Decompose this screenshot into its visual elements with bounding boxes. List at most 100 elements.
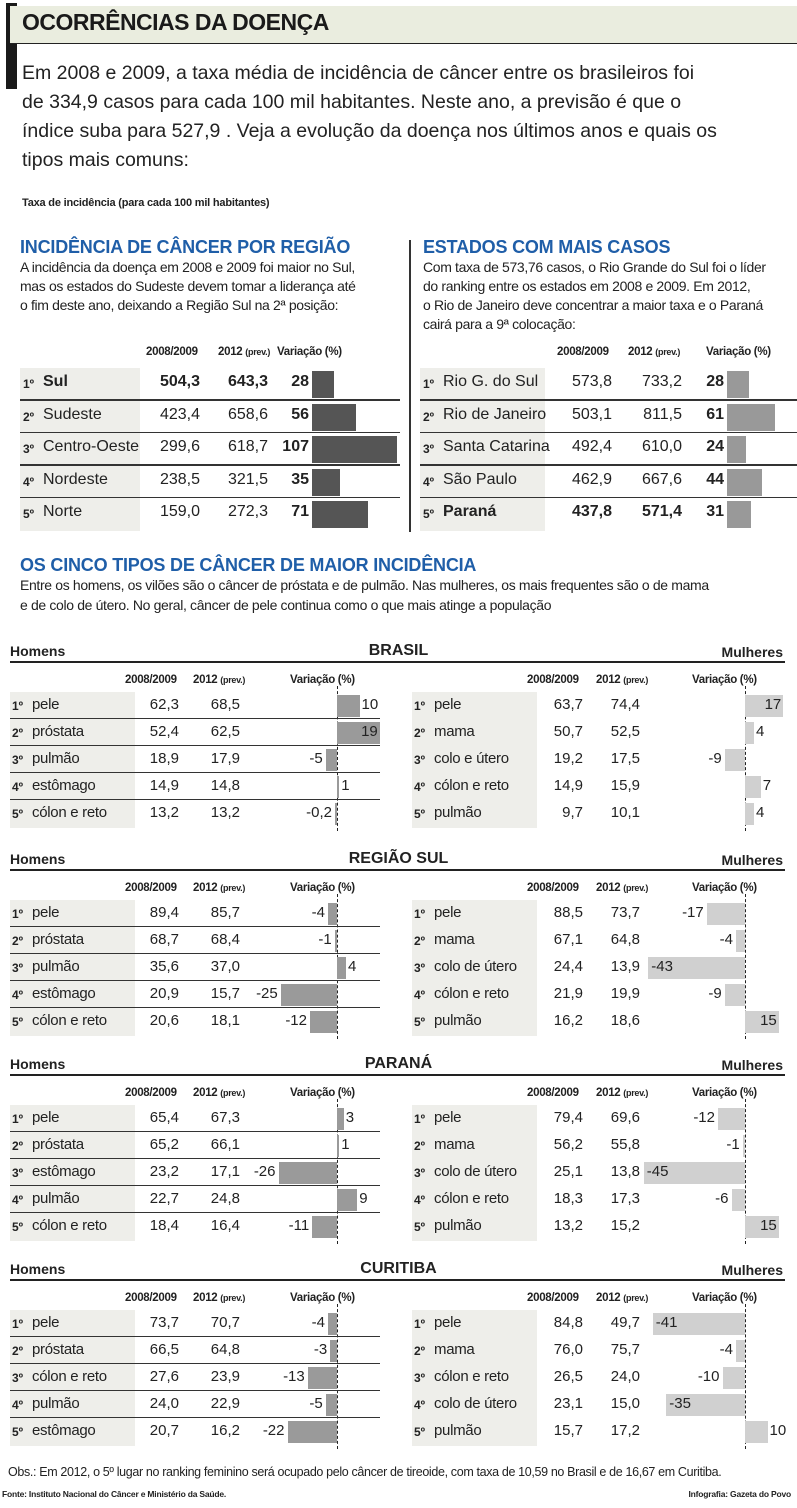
cancer-type: próstata [32, 1341, 84, 1358]
value-2012: 49,7 [610, 1314, 640, 1331]
men-label: Homens [10, 1056, 66, 1072]
column-header-2012-year: 2012 [193, 882, 218, 894]
states-title: ESTADOS COM MAIS CASOS [423, 237, 671, 257]
value-2008: 462,9 [571, 470, 612, 488]
section-title: BRASIL [368, 642, 429, 659]
cancer-type: colo de útero [434, 1395, 517, 1412]
variation-value: -12 [285, 1012, 307, 1029]
variation-bar [312, 403, 357, 431]
rank-label: 2º [414, 934, 426, 948]
cancer-type: mama [434, 931, 475, 948]
value-2008: 423,4 [159, 405, 200, 423]
variation-bar [337, 1189, 358, 1211]
column-header-2012-year: 2012 [596, 882, 621, 894]
variation-value: 7 [762, 777, 772, 794]
variation-bar [745, 722, 754, 744]
section-rule [10, 869, 785, 871]
variation-bar [745, 1421, 768, 1443]
cancer-type: pulmão [32, 750, 80, 767]
rank-label: 5º [423, 507, 435, 522]
variation-value: -4 [311, 904, 325, 921]
rank-label: 2º [414, 1139, 426, 1153]
value-2008: 65,4 [149, 1109, 179, 1126]
women-label: Mulheres [721, 852, 783, 868]
column-header-prev: (prev.) [220, 1293, 246, 1303]
value-2008: 79,4 [553, 1109, 583, 1126]
value-2012: 18,1 [210, 1012, 240, 1029]
cancer-type: estômago [32, 1163, 96, 1180]
column-header-variation: Variação (%) [290, 1292, 355, 1304]
cancer-type: pele [32, 696, 60, 713]
variation-bar [643, 1162, 745, 1184]
value-2008: 503,1 [571, 405, 612, 423]
value-2012: 643,3 [227, 373, 268, 390]
column-header-prev: (prev.) [623, 883, 649, 893]
value-2008: 299,6 [159, 438, 200, 456]
cancer-type: cólon e reto [32, 1217, 107, 1234]
variation-value: -35 [669, 1395, 691, 1412]
rank-label: 5º [12, 1015, 24, 1029]
variation-value: -13 [283, 1368, 305, 1385]
row-divider [10, 1131, 380, 1133]
variation-value: -9 [708, 750, 722, 767]
variation-bar [666, 1394, 745, 1416]
variation-value: -10 [697, 1368, 720, 1385]
row-divider [20, 496, 400, 499]
variation-bar [337, 695, 360, 717]
rank-label: 4º [23, 474, 35, 489]
regions-text: o fim deste ano, deixando a Região Sul n… [20, 297, 339, 313]
cancer-type: pulmão [32, 1395, 80, 1412]
value-2008: 18,4 [149, 1217, 179, 1234]
column-header-2008: 2008/2009 [557, 346, 609, 358]
value-2008: 76,0 [553, 1341, 583, 1358]
cancer-type: próstata [32, 723, 84, 740]
cancer-type: pele [32, 1314, 60, 1331]
rank-label: 5º [12, 1425, 24, 1439]
states-text: do ranking entre os estados em 2008 e 20… [423, 278, 751, 294]
cancer-type: próstata [32, 1136, 84, 1153]
variation-value: 4 [348, 958, 357, 975]
variation-bar [278, 1162, 337, 1184]
variation-bar [312, 371, 335, 398]
value-2012: 733,2 [641, 373, 682, 390]
value-2012: 17,2 [610, 1422, 640, 1439]
value-2012: 15,9 [610, 777, 640, 794]
region-name: Centro-Oeste [43, 438, 140, 456]
variation-value: -3 [313, 1341, 328, 1358]
credit: Infografia: Gazeta do Povo [688, 1489, 792, 1499]
value-2008: 14,9 [553, 777, 583, 794]
rank-label: 5º [414, 1425, 426, 1439]
variation-value: -11 [288, 1217, 310, 1234]
rank-label: 5º [414, 1220, 426, 1234]
rank-label: 4º [414, 780, 426, 794]
rank-label: 5º [414, 1015, 426, 1029]
region-name: Norte [43, 503, 83, 521]
zero-line [337, 1099, 338, 1244]
column-header-2008: 2008/2009 [527, 1292, 579, 1304]
states-text: cairá para a 9ª colocação: [423, 316, 576, 332]
cancer-type: próstata [32, 931, 84, 948]
column-header-2012: 2012 (prev.) [596, 1087, 648, 1099]
column-header-2012-year: 2012 [193, 674, 218, 686]
variation-value: -9 [708, 985, 722, 1002]
variation-bar [280, 984, 337, 1006]
column-header-variation: Variação (%) [692, 882, 757, 894]
rank-label: 1º [414, 699, 426, 713]
value-2008: 84,8 [553, 1314, 583, 1331]
value-2012: 85,7 [210, 904, 240, 921]
cancer-type: pele [32, 904, 60, 921]
variation-value: 4 [756, 723, 765, 740]
variation-bar [312, 436, 397, 464]
value-2012: 73,7 [610, 904, 640, 921]
value-2008: 16,2 [553, 1012, 583, 1029]
column-header-prev: (prev.) [220, 675, 246, 685]
variation-value: -12 [693, 1109, 715, 1126]
row-divider [10, 799, 380, 801]
variation-bar [337, 722, 380, 744]
cancer-type: cólon e reto [32, 804, 107, 821]
region-name: Rio de Janeiro [443, 405, 547, 423]
variation-bar [287, 1421, 337, 1443]
section-rule [10, 1074, 785, 1076]
variation-value: 71 [291, 503, 309, 521]
variation-value: 28 [706, 373, 724, 390]
